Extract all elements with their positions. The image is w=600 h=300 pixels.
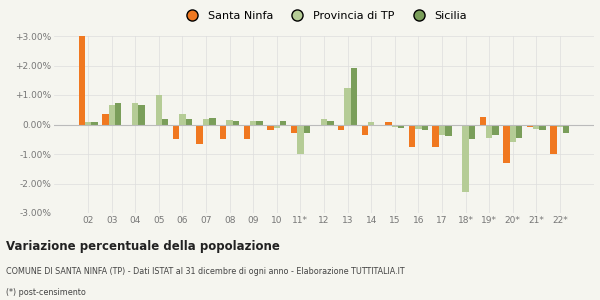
Bar (344, 88, 351, 124)
Bar (415, 124, 422, 129)
Bar (469, 124, 475, 139)
Bar (173, 124, 179, 139)
Bar (85, 122, 91, 124)
Bar (550, 124, 557, 154)
Bar (280, 121, 286, 124)
Bar (503, 124, 509, 163)
Bar (563, 124, 569, 133)
Bar (338, 124, 344, 130)
Bar (493, 124, 499, 135)
Bar (327, 121, 334, 124)
Bar (463, 124, 469, 192)
Bar (244, 124, 250, 139)
Bar (433, 124, 439, 147)
Bar (162, 118, 169, 124)
Bar (445, 124, 452, 136)
Bar (203, 118, 209, 124)
Bar (557, 124, 563, 128)
Bar (533, 124, 539, 129)
Bar (155, 95, 162, 124)
Bar (267, 124, 274, 130)
Bar (439, 124, 445, 135)
Bar (115, 103, 121, 124)
Bar (351, 68, 357, 124)
Bar (422, 124, 428, 130)
Bar (539, 124, 546, 130)
Bar (456, 124, 463, 126)
Bar (362, 124, 368, 135)
Bar (233, 121, 239, 124)
Bar (91, 122, 98, 124)
Text: Variazione percentuale della popolazione: Variazione percentuale della popolazione (6, 240, 280, 253)
Text: (*) post-censimento: (*) post-censimento (6, 288, 86, 297)
Bar (256, 121, 263, 124)
Bar (139, 105, 145, 124)
Bar (250, 121, 256, 124)
Bar (185, 119, 192, 124)
Bar (209, 118, 215, 124)
Bar (196, 124, 203, 144)
Bar (274, 124, 280, 128)
Bar (398, 124, 404, 128)
Bar (79, 36, 85, 124)
Bar (321, 118, 327, 124)
Bar (304, 124, 310, 133)
Bar (102, 114, 109, 124)
Bar (486, 124, 493, 138)
Text: COMUNE DI SANTA NINFA (TP) - Dati ISTAT al 31 dicembre di ogni anno - Elaborazio: COMUNE DI SANTA NINFA (TP) - Dati ISTAT … (6, 267, 404, 276)
Bar (516, 124, 522, 138)
Bar (179, 114, 185, 124)
Bar (226, 120, 233, 124)
Legend: Santa Ninfa, Provincia di TP, Sicilia: Santa Ninfa, Provincia di TP, Sicilia (176, 6, 472, 25)
Bar (220, 124, 226, 139)
Bar (409, 124, 415, 147)
Bar (368, 122, 374, 124)
Bar (479, 117, 486, 124)
Bar (132, 103, 139, 124)
Bar (385, 122, 392, 124)
Bar (527, 124, 533, 127)
Bar (291, 124, 297, 133)
Bar (392, 124, 398, 127)
Bar (109, 105, 115, 124)
Bar (509, 124, 516, 142)
Bar (297, 124, 304, 154)
